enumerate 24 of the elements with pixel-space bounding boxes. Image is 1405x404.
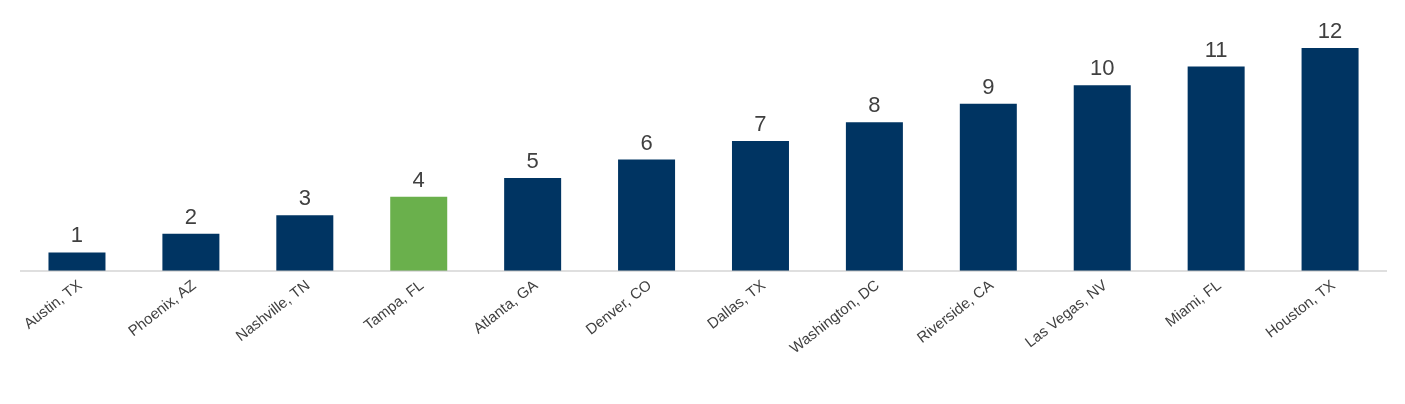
data-label: 1	[70, 222, 84, 248]
data-label: 11	[1204, 36, 1228, 62]
data-label: 8	[868, 92, 881, 118]
data-label: 3	[298, 185, 311, 211]
data-label: 10	[1089, 55, 1115, 81]
bar	[48, 252, 106, 271]
bar	[845, 122, 903, 271]
data-label: 9	[982, 73, 995, 99]
data-label: 7	[754, 110, 767, 136]
bar	[390, 196, 448, 271]
data-label: 5	[526, 148, 539, 174]
bar	[162, 233, 220, 271]
bar	[618, 159, 676, 271]
bar	[1073, 85, 1131, 271]
bar	[504, 178, 562, 271]
bar	[1301, 48, 1359, 271]
bar	[959, 103, 1017, 271]
bar	[731, 140, 789, 271]
bar	[1187, 66, 1245, 271]
bar	[276, 215, 334, 271]
data-label: 12	[1317, 18, 1343, 43]
data-label: 6	[640, 129, 653, 155]
data-label: 2	[184, 203, 198, 229]
data-label: 4	[412, 166, 425, 192]
